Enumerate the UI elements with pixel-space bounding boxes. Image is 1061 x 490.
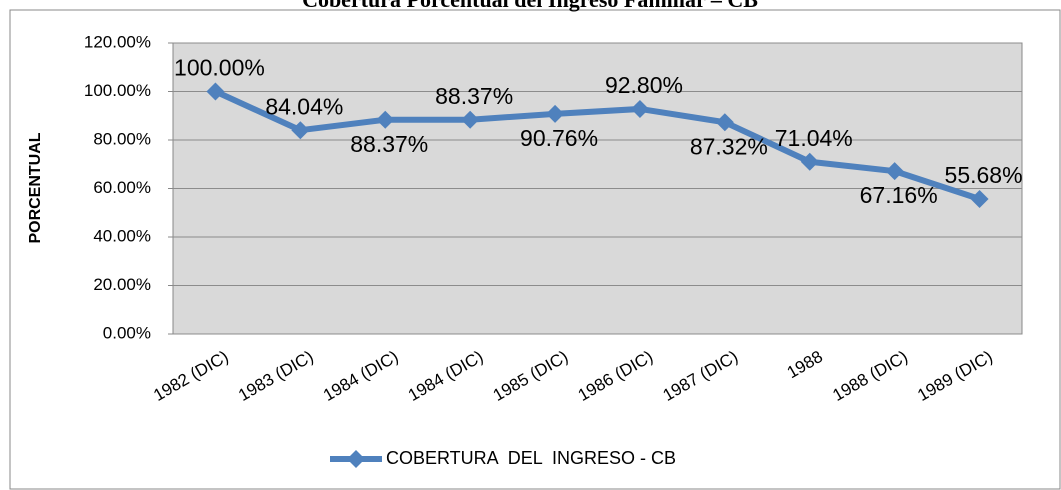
y-tick-label: 60.00% [93, 178, 151, 197]
data-label: 71.04% [775, 125, 853, 151]
data-label: 67.16% [860, 182, 938, 208]
y-tick-label: 80.00% [93, 129, 151, 148]
data-point [800, 152, 819, 171]
data-point [376, 110, 395, 129]
legend-marker [347, 450, 365, 468]
y-tick-label: 20.00% [93, 275, 151, 294]
data-label: 84.04% [265, 93, 343, 119]
data-point [970, 189, 989, 208]
y-axis-title: PORCENTUAL [27, 132, 44, 243]
chart-title: Cobertura Porcentual del Ingreso Familia… [302, 0, 758, 12]
data-label: 92.80% [605, 72, 683, 98]
data-label: 100.00% [174, 55, 265, 81]
series-line [214, 88, 981, 202]
data-point [291, 121, 310, 140]
y-tick-label: 0.00% [103, 323, 151, 342]
data-label: 87.32% [690, 133, 768, 159]
data-label: 90.76% [520, 125, 598, 151]
data-point [206, 82, 225, 101]
data-label: 88.37% [350, 131, 428, 157]
data-point [461, 110, 480, 129]
data-point [885, 162, 904, 181]
y-tick-label: 120.00% [84, 32, 151, 51]
data-point [546, 104, 565, 123]
data-label: 55.68% [945, 162, 1023, 188]
legend-label: COBERTURA DEL INGRESO - CB [386, 448, 676, 468]
y-tick-label: 100.00% [84, 81, 151, 100]
data-point [715, 113, 734, 132]
data-point [630, 99, 649, 118]
y-tick-label: 40.00% [93, 226, 151, 245]
data-label: 88.37% [435, 83, 513, 109]
